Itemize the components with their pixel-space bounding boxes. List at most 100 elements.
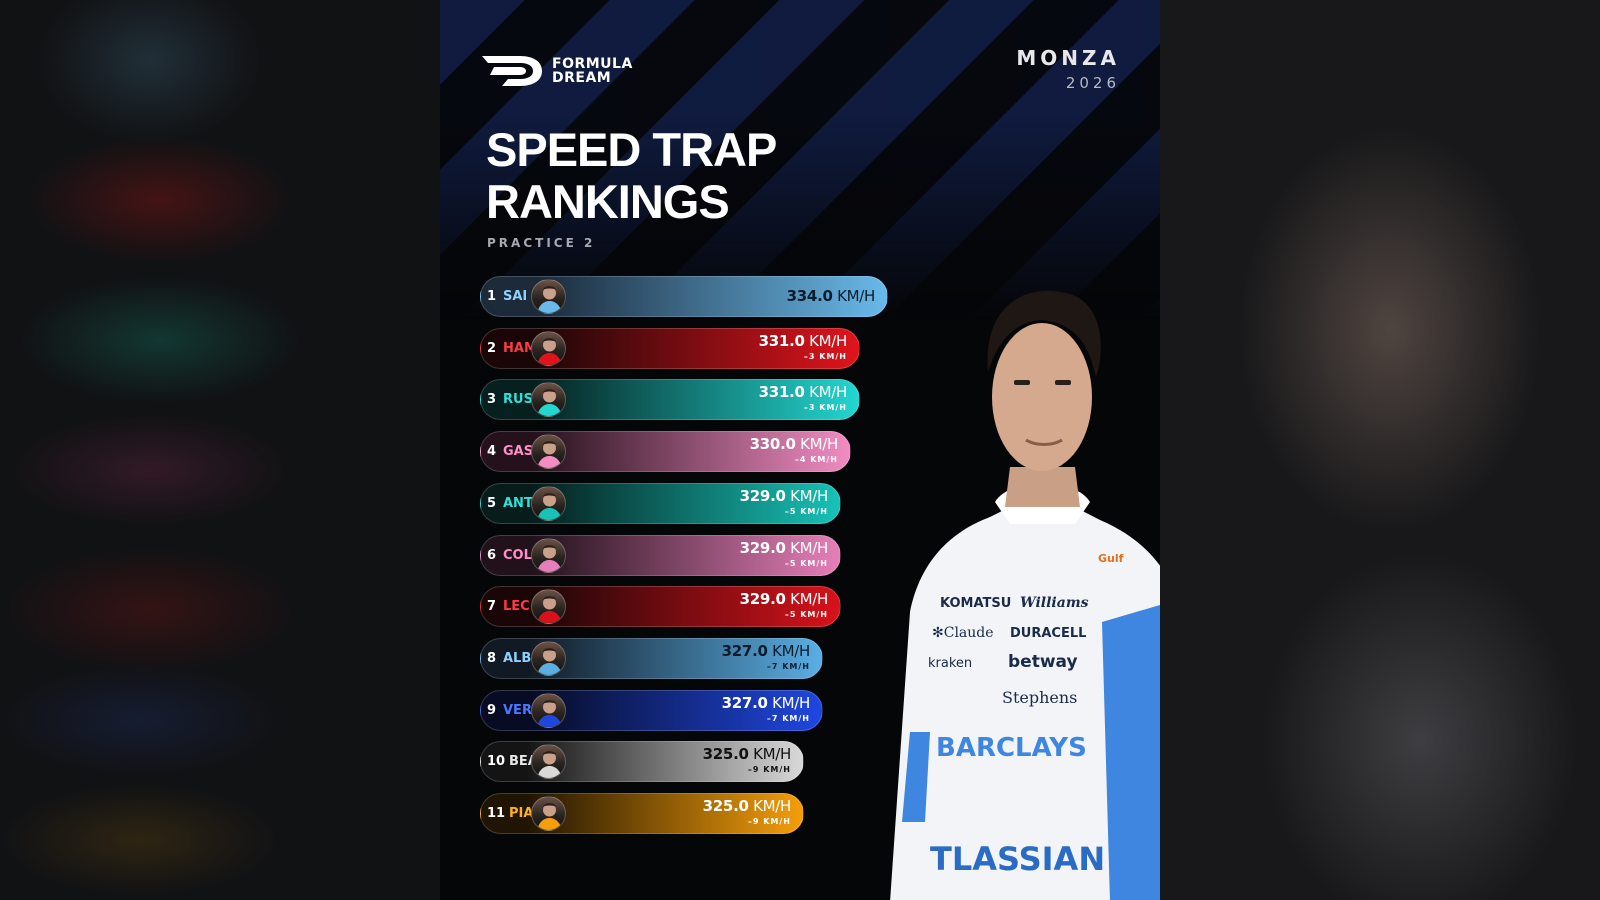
- speed-value: 327.0 KM/H: [721, 642, 811, 660]
- driver-avatar: [531, 382, 566, 417]
- sponsor-claude: ✻Claude: [932, 625, 994, 641]
- speed-number: 325.0: [702, 797, 749, 815]
- speed-unit: KM/H: [795, 435, 838, 453]
- chart-title: SPEED TRAP RANKINGS: [486, 123, 777, 228]
- sponsor-komatsu: KOMATSU: [940, 596, 1011, 611]
- sponsor-stephens: Stephens: [1002, 688, 1077, 707]
- event-year: 2026: [1065, 74, 1120, 92]
- ranking-row-sai: 1 SAI 334.0 KM/H: [480, 276, 888, 317]
- speed-number: 329.0: [739, 539, 786, 557]
- event-label: MONZA 2026: [1016, 46, 1120, 92]
- driver-code: SAI: [503, 289, 528, 304]
- rank-number: 4: [487, 444, 497, 459]
- speed-unit: KM/H: [785, 590, 828, 608]
- driver-avatar: [531, 331, 566, 366]
- speed-number: 330.0: [749, 435, 796, 453]
- ranking-row-rus: 3 RUS 331.0 KM/H –3 KM/H: [480, 379, 860, 420]
- sponsor-duracell: DURACELL: [1010, 626, 1086, 641]
- speed-value: 325.0 KM/H: [702, 797, 792, 815]
- driver-code: VER: [503, 703, 532, 718]
- rank-number: 11: [487, 806, 506, 821]
- speed-value: 331.0 KM/H: [759, 332, 848, 350]
- driver-code: RUS: [503, 392, 533, 407]
- event-city: MONZA: [1016, 46, 1120, 70]
- speed-unit: KM/H: [804, 332, 847, 350]
- speed-number: 329.0: [739, 487, 786, 505]
- ranking-row-bea: 10 BEA 325.0 KM/H –9 KM/H: [480, 741, 804, 782]
- ranking-row-ham: 2 HAM 331.0 KM/H –3 KM/H: [480, 328, 860, 369]
- speed-value: 327.0 KM/H: [721, 694, 811, 712]
- speed-value: 330.0 KM/H: [749, 435, 839, 453]
- speed-unit: KM/H: [748, 745, 791, 763]
- sponsor-betway: betway: [1008, 652, 1078, 672]
- sponsor-williams: Williams: [1020, 595, 1089, 611]
- sponsor-barclays: BARCLAYS: [936, 733, 1087, 763]
- sponsor-gulf: Gulf: [1098, 552, 1124, 565]
- speed-delta: –5 KM/H: [784, 507, 828, 516]
- speed-value: 331.0 KM/H: [759, 383, 848, 401]
- driver-avatar: [531, 693, 566, 728]
- header-stripes: [440, 0, 1160, 320]
- ranking-row-ant: 5 ANT 329.0 KM/H –5 KM/H: [480, 483, 841, 524]
- rank-number: 8: [487, 651, 497, 666]
- brand-name-line1: FORMULA: [552, 56, 633, 72]
- rank-number: 7: [487, 599, 497, 614]
- driver-avatar: [531, 589, 566, 624]
- speed-value: 329.0 KM/H: [739, 487, 829, 505]
- speed-unit: KM/H: [767, 642, 810, 660]
- brand-name-line2: DREAM: [552, 70, 612, 86]
- speed-unit: KM/H: [748, 797, 791, 815]
- rank-number: 10: [487, 754, 506, 769]
- poster: FORMULA DREAM MONZA 2026 SPEED TRAP RANK…: [440, 0, 1160, 900]
- background-blur-left: [0, 0, 440, 900]
- formula-dream-icon: [482, 56, 542, 86]
- speed-delta: –3 KM/H: [803, 352, 847, 361]
- driver-code: GAS: [503, 444, 534, 459]
- driver-code: LEC: [503, 599, 530, 614]
- rank-number: 5: [487, 496, 497, 511]
- speed-delta: –9 KM/H: [747, 817, 791, 826]
- speed-number: 327.0: [721, 694, 768, 712]
- driver-code: ANT: [503, 496, 533, 511]
- speed-unit: KM/H: [767, 694, 810, 712]
- rank-number: 1: [487, 289, 497, 304]
- driver-avatar: [531, 641, 566, 676]
- speed-value: 329.0 KM/H: [739, 539, 829, 557]
- ranking-row-col: 6 COL 329.0 KM/H –5 KM/H: [480, 535, 841, 576]
- speed-number: 334.0: [786, 287, 833, 305]
- chart-title-line1: SPEED TRAP: [486, 123, 777, 176]
- driver-avatar: [531, 538, 566, 573]
- speed-value: 329.0 KM/H: [739, 590, 829, 608]
- driver-avatar: [531, 796, 566, 831]
- driver-code: PIA: [509, 806, 534, 821]
- speed-unit: KM/H: [804, 383, 847, 401]
- speed-delta: –4 KM/H: [794, 455, 838, 464]
- speed-delta: –5 KM/H: [784, 559, 828, 568]
- speed-delta: –3 KM/H: [803, 403, 847, 412]
- background-blur-right: [1160, 0, 1600, 900]
- ranking-row-lec: 7 LEC 329.0 KM/H –5 KM/H: [480, 586, 841, 627]
- speed-delta: –7 KM/H: [766, 662, 810, 671]
- speed-delta: –7 KM/H: [766, 714, 810, 723]
- session-subtitle: PRACTICE 2: [487, 236, 596, 250]
- sponsor-kraken: kraken: [928, 656, 972, 671]
- speed-value: 325.0 KM/H: [702, 745, 792, 763]
- chart-title-line2: RANKINGS: [486, 175, 730, 228]
- speed-delta: –5 KM/H: [784, 610, 828, 619]
- driver-code: HAM: [503, 341, 537, 356]
- driver-photo: KOMATSU Williams ✻Claude DURACELL kraken…: [890, 290, 1160, 900]
- driver-avatar: [531, 279, 566, 314]
- speed-number: 327.0: [721, 642, 768, 660]
- speed-number: 325.0: [702, 745, 749, 763]
- rank-number: 9: [487, 703, 497, 718]
- driver-avatar: [531, 434, 566, 469]
- speed-unit: KM/H: [832, 287, 875, 305]
- speed-unit: KM/H: [785, 487, 828, 505]
- driver-avatar: [531, 744, 566, 779]
- speed-number: 329.0: [739, 590, 786, 608]
- ranking-row-ver: 9 VER 327.0 KM/H –7 KM/H: [480, 690, 823, 731]
- speed-unit: KM/H: [785, 539, 828, 557]
- driver-avatar: [531, 486, 566, 521]
- rank-number: 6: [487, 548, 497, 563]
- ranking-row-gas: 4 GAS 330.0 KM/H –4 KM/H: [480, 431, 851, 472]
